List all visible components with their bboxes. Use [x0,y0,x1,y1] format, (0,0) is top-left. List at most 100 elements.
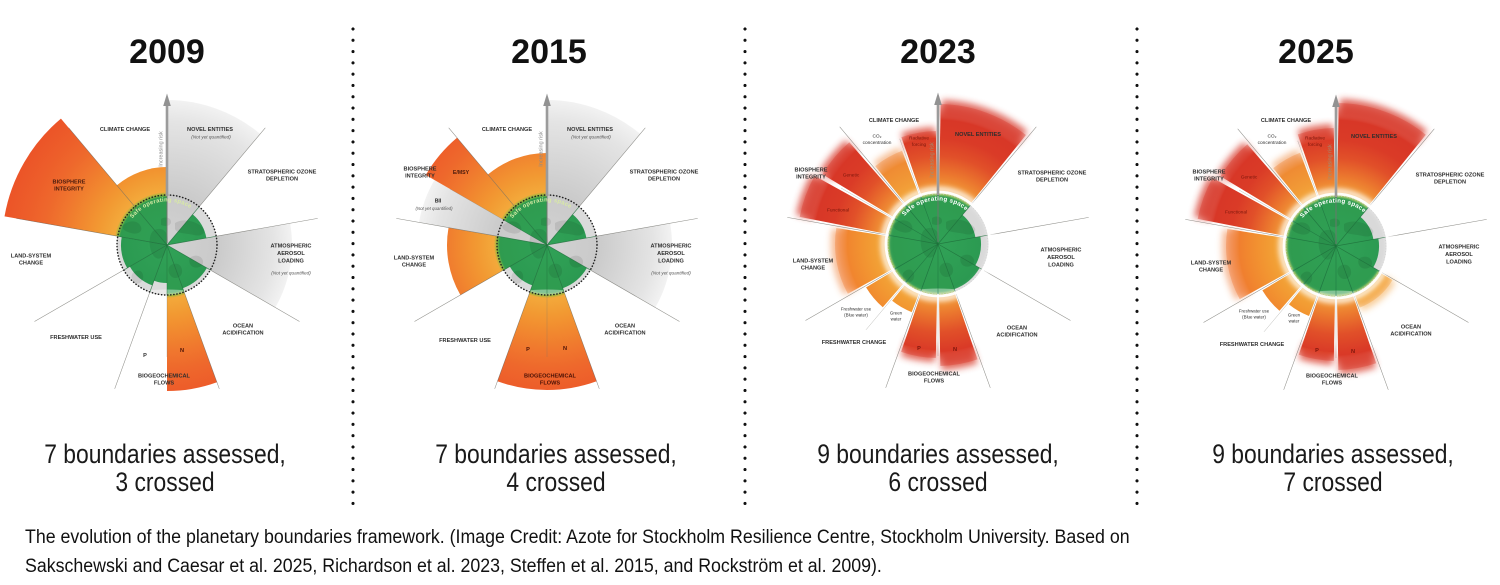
svg-text:CHANGE: CHANGE [402,263,427,269]
svg-text:DEPLETION: DEPLETION [266,177,298,183]
svg-text:AEROSOL: AEROSOL [657,251,685,257]
svg-text:(Blue water): (Blue water) [1242,314,1266,319]
svg-text:ATMOSPHERIC: ATMOSPHERIC [1439,245,1480,251]
svg-text:ACIDIFICATION: ACIDIFICATION [1390,332,1431,338]
svg-text:BIOSPHERE: BIOSPHERE [795,167,828,173]
svg-text:LAND-SYSTEM: LAND-SYSTEM [793,258,834,264]
svg-text:N: N [563,346,567,352]
svg-text:(Not yet quantified): (Not yet quantified) [571,135,611,140]
svg-text:ACIDIFICATION: ACIDIFICATION [996,332,1037,338]
svg-text:FRESHWATER USE: FRESHWATER USE [50,335,102,341]
svg-text:OCEAN: OCEAN [1401,324,1421,330]
svg-text:INTEGRITY: INTEGRITY [405,174,435,180]
svg-text:P: P [1315,348,1319,354]
svg-text:Increasing risk: Increasing risk [159,131,165,167]
svg-text:LOADING: LOADING [1048,262,1074,268]
svg-text:water: water [891,316,902,321]
svg-text:Genetic: Genetic [843,172,860,178]
svg-text:DEPLETION: DEPLETION [1036,177,1068,183]
svg-text:P: P [526,347,530,353]
svg-text:concentration: concentration [1258,140,1287,146]
svg-text:NOVEL ENTITIES: NOVEL ENTITIES [1351,134,1397,140]
svg-text:STRATOSPHERIC OZONE: STRATOSPHERIC OZONE [1018,170,1087,176]
svg-text:BIOGEOCHEMICAL: BIOGEOCHEMICAL [524,373,576,379]
svg-text:BIOGEOCHEMICAL: BIOGEOCHEMICAL [1306,373,1358,379]
svg-text:forcing: forcing [1308,142,1323,148]
svg-text:NOVEL ENTITIES: NOVEL ENTITIES [567,127,613,133]
svg-text:LOADING: LOADING [1446,259,1472,265]
svg-text:DEPLETION: DEPLETION [1434,180,1466,186]
svg-text:N: N [180,348,184,354]
svg-text:AEROSOL: AEROSOL [277,251,305,257]
svg-text:OCEAN: OCEAN [233,323,253,329]
svg-text:Radiative: Radiative [1305,136,1325,142]
svg-text:ATMOSPHERIC: ATMOSPHERIC [1041,247,1082,253]
svg-text:(Not yet quantified): (Not yet quantified) [271,271,311,276]
svg-text:CHANGE: CHANGE [1199,268,1224,274]
svg-text:Freshwater use: Freshwater use [841,306,872,311]
svg-text:forcing: forcing [912,141,927,147]
svg-text:(Not yet quantified): (Not yet quantified) [191,135,231,140]
svg-text:Functional: Functional [827,207,849,213]
svg-text:CLIMATE CHANGE: CLIMATE CHANGE [1261,118,1312,124]
svg-text:BIOGEOCHEMICAL: BIOGEOCHEMICAL [908,371,960,377]
svg-text:STRATOSPHERIC OZONE: STRATOSPHERIC OZONE [1416,172,1485,178]
svg-text:ACIDIFICATION: ACIDIFICATION [222,331,263,337]
svg-text:AEROSOL: AEROSOL [1445,252,1473,258]
svg-text:ATMOSPHERIC: ATMOSPHERIC [651,244,692,250]
svg-text:INTEGRITY: INTEGRITY [796,174,826,180]
svg-text:NOVEL ENTITIES: NOVEL ENTITIES [955,131,1001,137]
svg-text:Freshwater use: Freshwater use [1239,309,1270,314]
svg-text:INTEGRITY: INTEGRITY [54,187,84,193]
svg-text:STRATOSPHERIC OZONE: STRATOSPHERIC OZONE [630,169,699,175]
svg-text:Green: Green [890,310,903,315]
svg-text:CLIMATE CHANGE: CLIMATE CHANGE [100,127,151,133]
svg-text:OCEAN: OCEAN [1007,325,1027,331]
svg-text:BIOSPHERE: BIOSPHERE [1193,169,1226,175]
svg-text:CLIMATE CHANGE: CLIMATE CHANGE [869,117,920,123]
svg-text:N: N [1351,349,1355,355]
svg-text:DEPLETION: DEPLETION [648,177,680,183]
svg-text:FLOWS: FLOWS [540,381,560,387]
svg-text:LAND-SYSTEM: LAND-SYSTEM [1191,260,1232,266]
svg-text:(Not yet quantified): (Not yet quantified) [651,271,691,276]
svg-text:FRESHWATER CHANGE: FRESHWATER CHANGE [822,339,887,345]
svg-text:water: water [1289,318,1300,323]
svg-text:Increasing risk: Increasing risk [539,131,545,167]
svg-text:CO₂: CO₂ [1267,134,1276,140]
svg-text:LAND-SYSTEM: LAND-SYSTEM [394,255,435,261]
svg-text:AEROSOL: AEROSOL [1047,254,1075,260]
svg-text:BIOSPHERE: BIOSPHERE [404,166,437,172]
svg-text:FRESHWATER USE: FRESHWATER USE [439,338,491,344]
svg-text:ATMOSPHERIC: ATMOSPHERIC [271,244,312,250]
svg-text:concentration: concentration [863,139,892,145]
svg-text:N: N [953,346,957,352]
svg-text:Radiative: Radiative [909,135,929,141]
svg-text:Functional: Functional [1225,210,1247,216]
svg-text:P: P [917,345,921,351]
svg-text:CHANGE: CHANGE [801,265,826,271]
svg-text:BII: BII [435,198,442,204]
svg-text:CHANGE: CHANGE [19,261,44,267]
svg-text:Genetic: Genetic [1241,175,1258,181]
svg-text:Increasing risk: Increasing risk [1328,144,1334,180]
svg-text:CLIMATE CHANGE: CLIMATE CHANGE [482,127,533,133]
svg-text:LAND-SYSTEM: LAND-SYSTEM [11,253,52,259]
svg-text:FRESHWATER CHANGE: FRESHWATER CHANGE [1220,342,1285,348]
svg-text:LOADING: LOADING [658,258,684,264]
svg-text:Increasing risk: Increasing risk [930,142,936,178]
svg-text:LOADING: LOADING [278,258,304,264]
svg-text:E/MSY: E/MSY [453,170,470,176]
svg-text:OCEAN: OCEAN [615,323,635,329]
svg-text:(Not yet quantified): (Not yet quantified) [415,206,453,211]
svg-text:BIOGEOCHEMICAL: BIOGEOCHEMICAL [138,373,190,379]
svg-text:STRATOSPHERIC OZONE: STRATOSPHERIC OZONE [248,169,317,175]
svg-text:NOVEL ENTITIES: NOVEL ENTITIES [187,127,233,133]
svg-text:FLOWS: FLOWS [924,378,944,384]
svg-text:BIOSPHERE: BIOSPHERE [53,179,86,185]
svg-text:FLOWS: FLOWS [154,381,174,387]
svg-text:FLOWS: FLOWS [1322,381,1342,387]
svg-text:P: P [143,353,147,359]
svg-text:INTEGRITY: INTEGRITY [1194,177,1224,183]
svg-text:ACIDIFICATION: ACIDIFICATION [604,331,645,337]
